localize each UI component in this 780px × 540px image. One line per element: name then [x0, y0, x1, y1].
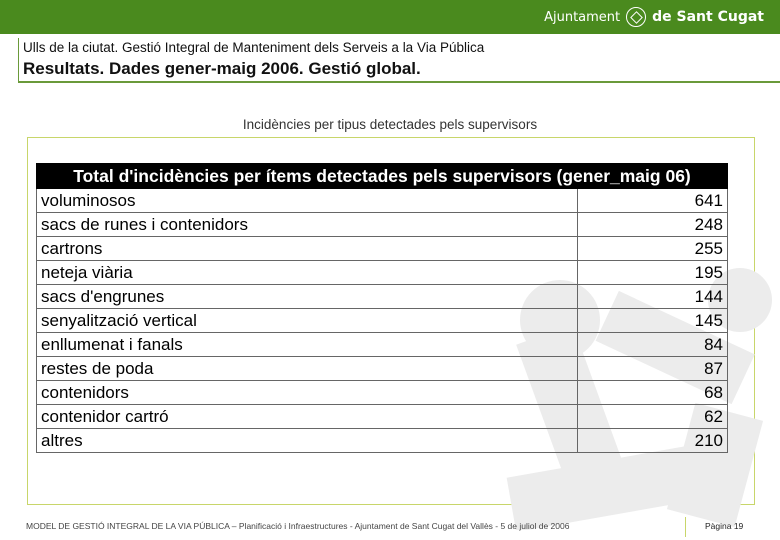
row-label: senyalització vertical	[36, 308, 578, 333]
table-title: Total d'incidències per ítems detectades…	[36, 163, 728, 189]
row-label: contenidors	[36, 380, 578, 405]
row-label: sacs de runes i contenidors	[36, 212, 578, 237]
row-label: enllumenat i fanals	[36, 332, 578, 357]
ajuntament-logo: Ajuntament de Sant Cugat	[544, 6, 764, 28]
section-subtitle: Incidències per tipus detectades pels su…	[242, 117, 538, 132]
row-value: 641	[577, 188, 728, 213]
row-value: 255	[577, 236, 728, 261]
row-label: sacs d'engrunes	[36, 284, 578, 309]
row-value: 84	[577, 332, 728, 357]
page-number: Pàgina 19	[705, 521, 744, 531]
top-banner: Ajuntament de Sant Cugat	[0, 0, 780, 34]
row-label: altres	[36, 428, 578, 453]
row-value: 62	[577, 404, 728, 429]
row-label: voluminosos	[36, 188, 578, 213]
table-row: restes de poda 87	[36, 356, 728, 381]
logo-text-sant-cugat: de Sant Cugat	[652, 9, 764, 25]
incidents-table: Total d'incidències per ítems detectades…	[36, 163, 728, 453]
table-row: contenidors 68	[36, 380, 728, 405]
table-row: altres 210	[36, 428, 728, 453]
table-row: cartrons 255	[36, 236, 728, 261]
page-title: Resultats. Dades gener-maig 2006. Gestió…	[23, 59, 421, 78]
logo-text-ajuntament: Ajuntament	[544, 9, 621, 25]
header-divider	[18, 81, 780, 83]
footer-text: MODEL DE GESTIÓ INTEGRAL DE LA VIA PÚBLI…	[26, 521, 570, 531]
table-row: contenidor cartró 62	[36, 404, 728, 429]
footer-divider	[685, 517, 686, 537]
header-vertical-rule	[18, 38, 19, 82]
row-value: 210	[577, 428, 728, 453]
table-header-row: Total d'incidències per ítems detectades…	[36, 163, 728, 189]
row-value: 248	[577, 212, 728, 237]
table-row: neteja viària 195	[36, 260, 728, 285]
row-value: 68	[577, 380, 728, 405]
row-value: 87	[577, 356, 728, 381]
city-seal-icon	[626, 7, 647, 27]
table-row: enllumenat i fanals 84	[36, 332, 728, 357]
table-row: senyalització vertical 145	[36, 308, 728, 333]
table-row: sacs de runes i contenidors 248	[36, 212, 728, 237]
row-value: 195	[577, 260, 728, 285]
row-value: 144	[577, 284, 728, 309]
row-value: 145	[577, 308, 728, 333]
row-label: cartrons	[36, 236, 578, 261]
table-row: voluminosos 641	[36, 188, 728, 213]
row-label: contenidor cartró	[36, 404, 578, 429]
row-label: neteja viària	[36, 260, 578, 285]
row-label: restes de poda	[36, 356, 578, 381]
table-row: sacs d'engrunes 144	[36, 284, 728, 309]
document-series-title: Ulls de la ciutat. Gestió Integral de Ma…	[23, 40, 485, 55]
